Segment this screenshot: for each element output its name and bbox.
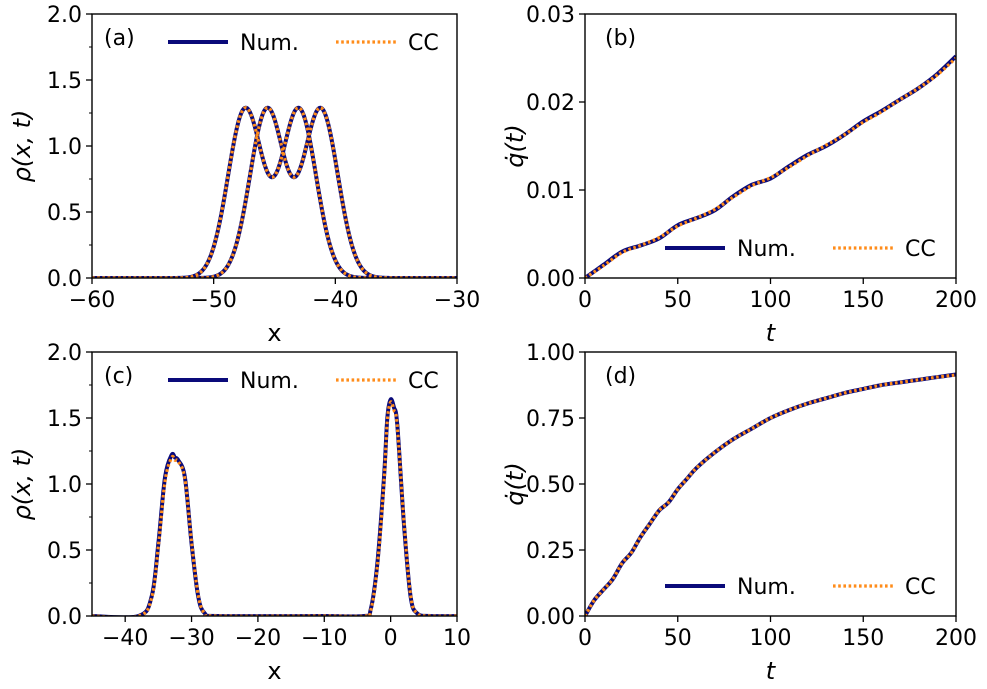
panel-label: (d) [605,364,636,389]
panel-a: −60 −50 −40 −30 0.0 0.5 1.0 1.5 2.0 x ρ(x, t) (a) Nu… [8,3,480,347]
x-axis-label: t [766,319,777,347]
x-tick-label: 100 [750,626,792,651]
x-axis-label: x [267,657,281,685]
x-tick-label: −10 [301,626,347,651]
x-tick-label: 150 [842,288,884,313]
y-tick-label: 0.01 [526,179,575,204]
y-tick-label: 0.5 [47,539,82,564]
y-tick-label: 1.5 [47,407,82,432]
legend: Num. CC [168,31,439,56]
legend-num-label: Num. [240,31,299,56]
y-tick-label: 0.02 [526,91,575,116]
panel-d: 0 50 100 150 200 0.00 0.25 0.50 0.75 1.00 t q̇(t) (d… [501,341,977,685]
panel-label: (a) [104,26,135,51]
series-cc-line-2 [92,106,457,278]
series-num-line [585,54,956,278]
x-tick-label: 10 [443,626,471,651]
y-axis-label: ρ(x, t) [8,448,36,521]
x-tick-label: 150 [842,626,884,651]
legend-cc-label: CC [408,31,439,56]
legend: Num. CC [665,237,936,262]
y-tick-label: 0.25 [526,539,575,564]
panel-c: −40 −30 −20 −10 0 10 0.0 0.5 1.0 1.5 2.0 x ρ(x, t) (c… [8,341,471,685]
x-tick-label: −20 [235,626,281,651]
legend-cc-label: CC [905,575,936,600]
series-cc-line-1 [92,106,457,278]
legend-cc-label: CC [905,237,936,262]
x-tick-label: −40 [312,288,358,313]
y-tick-label: 2.0 [47,3,82,28]
y-axis-label: ρ(x, t) [8,110,36,183]
x-tick-label: 200 [935,288,977,313]
series-num-line-1 [92,105,457,278]
x-axis-label: x [267,319,281,347]
legend-cc-label: CC [408,369,439,394]
panel-label: (c) [104,364,133,389]
y-tick-label: 1.0 [47,473,82,498]
plot-area [585,54,956,278]
x-tick-label: 100 [750,288,792,313]
x-tick-label: −40 [102,626,148,651]
series-cc-line [585,373,956,616]
y-tick-label: 0.75 [526,407,575,432]
y-tick-label: 2.0 [47,341,82,366]
legend: Num. CC [665,575,936,600]
y-tick-label: 0.0 [47,605,82,630]
y-tick-label: 0.50 [526,473,575,498]
y-tick-label: 1.5 [47,69,82,94]
y-tick-label: 0.00 [526,267,575,292]
y-tick-label: 1.00 [526,341,575,366]
x-tick-label: 200 [935,626,977,651]
y-tick-label: 0.5 [47,201,82,226]
x-tick-label: 0 [384,626,398,651]
series-num-line-2 [92,105,457,278]
y-tick-label: 0.03 [526,3,575,28]
y-tick-label: 1.0 [47,135,82,160]
legend-num-label: Num. [737,237,796,262]
y-axis-label: q̇(t) [501,124,529,167]
x-tick-label: 50 [664,626,692,651]
x-tick-label: −50 [190,288,236,313]
x-tick-label: 50 [664,288,692,313]
legend-num-label: Num. [240,369,299,394]
plot-area [92,105,457,278]
legend-num-label: Num. [737,575,796,600]
x-axis-label: t [766,657,777,685]
x-tick-label: 0 [578,288,592,313]
y-tick-label: 0.00 [526,605,575,630]
x-tick-label: −30 [434,288,480,313]
plot-area [585,372,956,616]
y-tick-label: 0.0 [47,267,82,292]
x-tick-label: −60 [69,288,115,313]
panel-b: 0 50 100 150 200 0.00 0.01 0.02 0.03 t q̇(t) (b) Num… [501,3,977,347]
panel-label: (b) [605,26,636,51]
x-tick-label: −30 [168,626,214,651]
x-tick-label: 0 [578,626,592,651]
series-cc-line [92,400,457,616]
legend: Num. CC [168,369,439,394]
y-axis-label: q̇(t) [501,462,529,505]
plot-area [92,397,457,616]
